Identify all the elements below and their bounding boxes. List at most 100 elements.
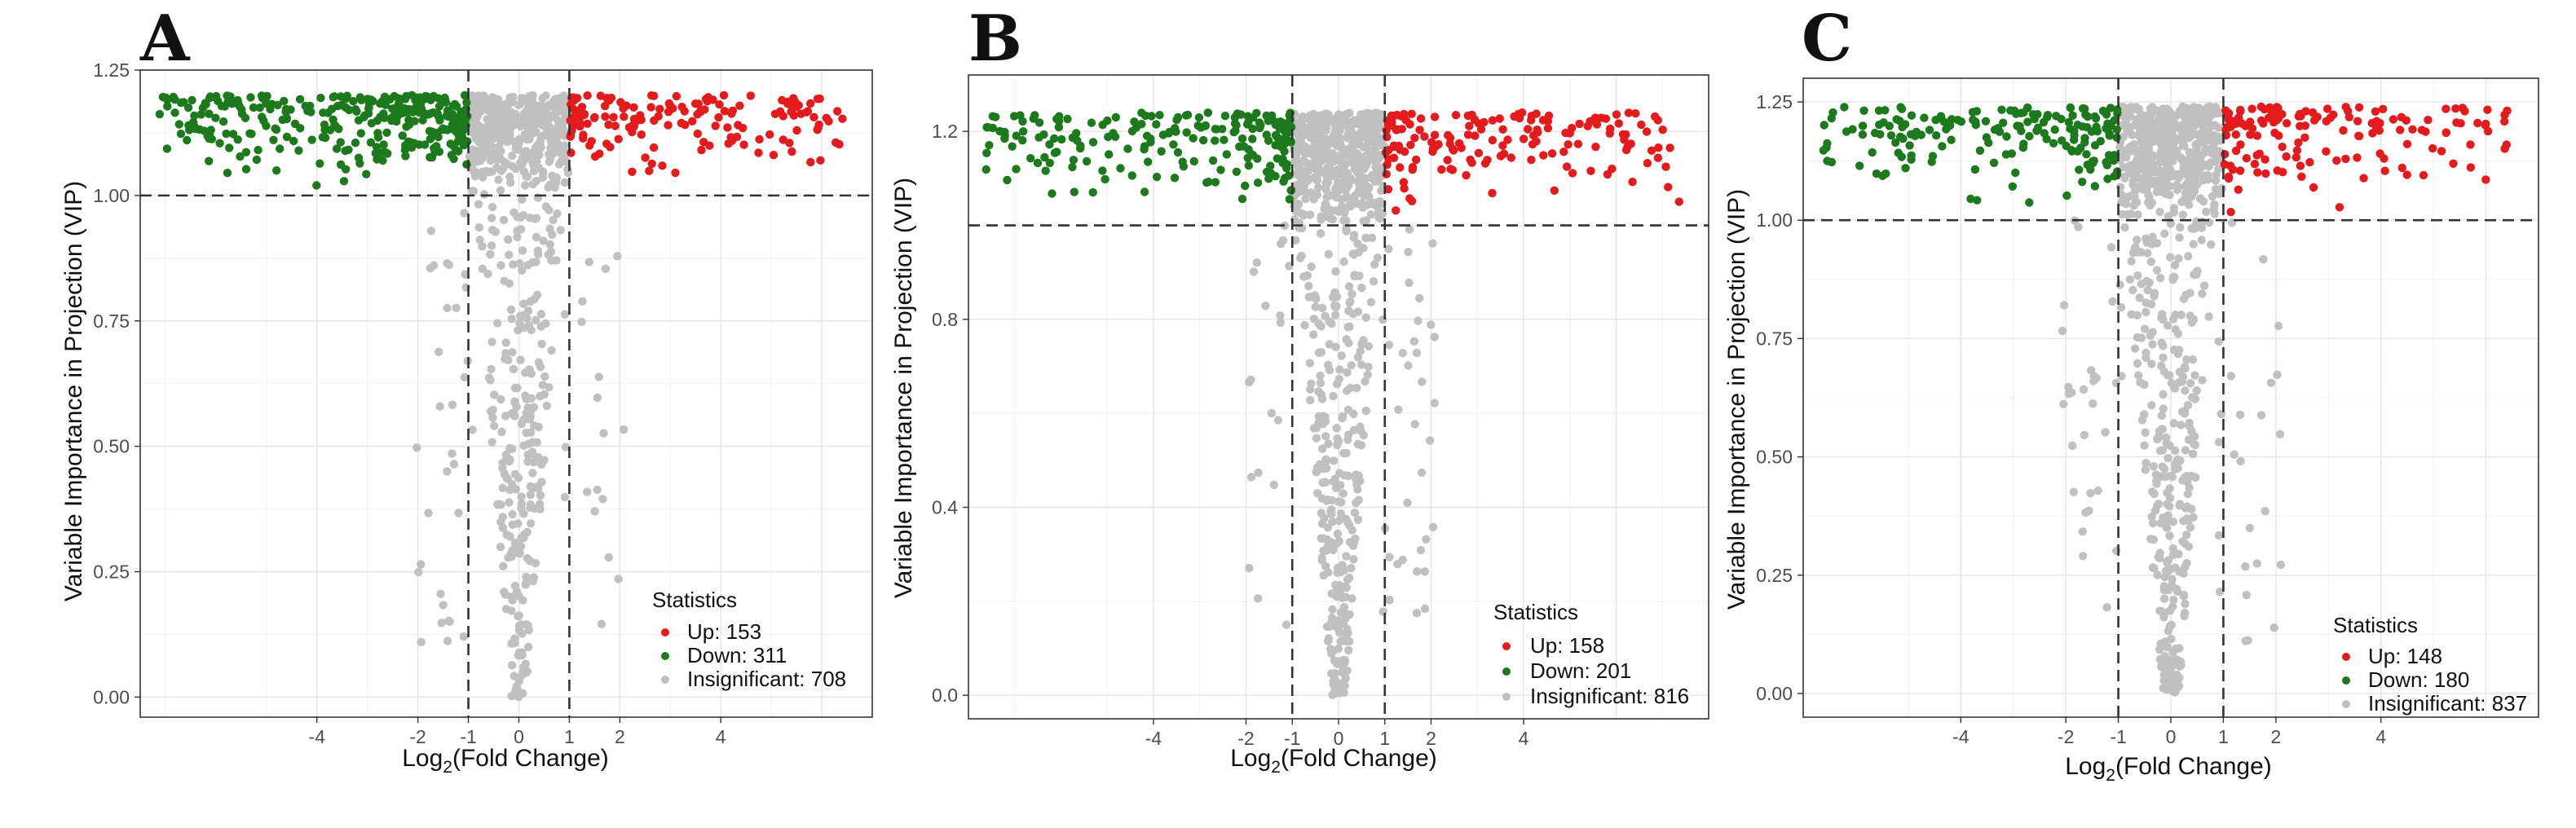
data-point-up [629, 122, 638, 131]
data-point-up [1591, 143, 1600, 152]
data-point-insignificant [2142, 348, 2150, 358]
data-point-up [2247, 104, 2256, 113]
data-point-insignificant [474, 94, 484, 104]
data-point-insignificant [1300, 157, 1310, 166]
data-point-up [2353, 153, 2362, 162]
data-point-down [1170, 174, 1180, 183]
data-point-insignificant [1361, 377, 1370, 386]
data-point-down [1235, 142, 1244, 152]
data-point-down [355, 159, 364, 168]
data-point-insignificant [2168, 602, 2177, 611]
data-point-insignificant [483, 121, 492, 130]
data-point-insignificant [2160, 229, 2169, 238]
data-point-down [1050, 134, 1059, 143]
legend-entry-down: Down: 311 [687, 643, 787, 667]
data-point-up [1470, 116, 1480, 125]
data-point-down [2102, 161, 2111, 170]
data-point-down [196, 110, 205, 119]
data-point-insignificant [1312, 155, 1321, 165]
data-point-insignificant [2143, 285, 2152, 295]
data-point-insignificant [558, 107, 567, 116]
data-point-up [2419, 170, 2428, 180]
data-point-insignificant [2119, 162, 2128, 172]
data-point-down [1218, 125, 1227, 134]
data-point-insignificant [501, 605, 511, 614]
data-point-insignificant [2159, 341, 2168, 350]
data-point-up [1408, 165, 1417, 174]
data-point-insignificant [492, 121, 501, 130]
data-point-insignificant [504, 355, 513, 364]
data-point-down [1827, 114, 1836, 123]
data-point-insignificant [2169, 595, 2178, 605]
data-point-insignificant [1313, 183, 1323, 192]
data-point-insignificant [598, 495, 607, 504]
points [155, 90, 847, 702]
data-point-down [1076, 143, 1085, 153]
data-point-insignificant [2059, 399, 2068, 408]
data-point-insignificant [1412, 609, 1422, 618]
data-point-insignificant [2175, 233, 2184, 242]
data-point-insignificant [510, 581, 520, 591]
data-point-insignificant [2133, 236, 2142, 244]
data-point-insignificant [1416, 545, 1426, 555]
data-point-insignificant [2172, 670, 2181, 680]
x-tick-label: -4 [309, 726, 326, 747]
data-point-up [1665, 143, 1674, 152]
data-point-down [462, 98, 471, 107]
data-point-up [697, 145, 706, 155]
data-point-insignificant [505, 98, 514, 108]
data-point-insignificant [2181, 386, 2190, 395]
data-point-up [2372, 117, 2381, 126]
data-point-down [2042, 134, 2051, 143]
data-point-down [320, 120, 329, 130]
data-point-insignificant [2214, 123, 2223, 132]
data-point-insignificant [475, 236, 484, 244]
data-point-down [441, 97, 450, 106]
legend-swatch-insignificant [2342, 700, 2350, 708]
data-point-insignificant [1342, 583, 1352, 592]
data-point-insignificant [1332, 292, 1342, 302]
data-point-insignificant [2275, 429, 2285, 438]
data-point-up [735, 101, 744, 110]
data-point-insignificant [511, 144, 520, 153]
data-point-down [1858, 130, 1868, 139]
data-point-insignificant [1332, 302, 1341, 310]
data-point-down [2088, 157, 2097, 166]
data-point-insignificant [593, 485, 602, 495]
data-point-insignificant [1352, 159, 1361, 168]
data-point-up [2266, 107, 2276, 116]
data-point-insignificant [2142, 298, 2150, 307]
data-point-insignificant [501, 450, 510, 460]
data-point-insignificant [1329, 149, 1338, 158]
data-point-insignificant [2087, 366, 2096, 375]
x-axis-title-rest: (Fold Change) [1281, 745, 1437, 772]
data-point-insignificant [1349, 555, 1358, 564]
data-point-down [1879, 118, 1888, 127]
data-point-down [1995, 127, 2005, 136]
data-point-insignificant [496, 135, 505, 144]
data-point-up [690, 99, 700, 108]
data-point-down [1244, 161, 1254, 170]
data-point-insignificant [523, 306, 533, 315]
data-point-insignificant [1350, 508, 1360, 518]
data-point-insignificant [498, 523, 508, 532]
data-point-up [2500, 117, 2509, 126]
x-tick-label: -1 [2110, 726, 2126, 747]
data-point-insignificant [417, 637, 426, 646]
data-point-down [259, 116, 268, 126]
data-point-down [1894, 148, 1903, 157]
data-point-insignificant [1363, 111, 1372, 120]
data-point-down [1969, 115, 1978, 125]
data-point-insignificant [493, 319, 502, 328]
data-point-insignificant [2165, 191, 2174, 200]
data-point-insignificant [486, 95, 495, 104]
data-point-insignificant [2160, 572, 2169, 582]
data-point-down [223, 169, 232, 178]
data-point-insignificant [461, 270, 470, 279]
data-point-insignificant [2175, 107, 2185, 116]
data-point-insignificant [2207, 240, 2216, 249]
data-point-up [576, 121, 584, 131]
data-point-insignificant [496, 543, 505, 552]
data-point-down [306, 101, 315, 111]
data-point-up [628, 167, 637, 176]
